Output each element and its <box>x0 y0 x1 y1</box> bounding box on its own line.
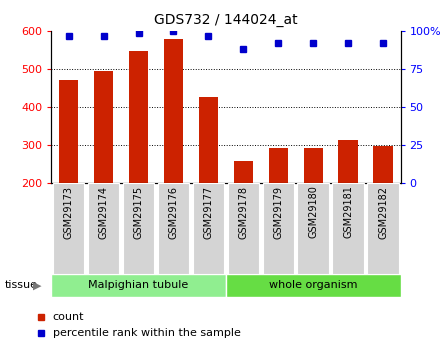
Bar <box>227 183 259 274</box>
Text: Malpighian tubule: Malpighian tubule <box>89 280 189 290</box>
Bar <box>193 183 224 274</box>
Bar <box>373 146 392 183</box>
Bar <box>234 161 253 183</box>
Bar <box>51 274 226 297</box>
Text: whole organism: whole organism <box>269 280 357 290</box>
Text: GSM29177: GSM29177 <box>203 186 213 239</box>
Text: GSM29178: GSM29178 <box>239 186 248 239</box>
Text: GSM29180: GSM29180 <box>308 186 318 238</box>
Bar <box>297 183 329 274</box>
Bar <box>59 80 78 183</box>
Bar <box>164 39 183 183</box>
Bar <box>269 148 288 183</box>
Bar <box>226 274 400 297</box>
Bar <box>158 183 189 274</box>
Bar <box>332 183 364 274</box>
Text: ▶: ▶ <box>32 280 41 290</box>
Text: count: count <box>53 313 84 322</box>
Text: GSM29173: GSM29173 <box>64 186 73 239</box>
Bar <box>263 183 294 274</box>
Bar <box>88 183 119 274</box>
Bar <box>129 51 148 183</box>
Bar <box>53 183 85 274</box>
Text: percentile rank within the sample: percentile rank within the sample <box>53 328 240 338</box>
Text: GSM29175: GSM29175 <box>134 186 143 239</box>
Text: tissue: tissue <box>4 280 37 290</box>
Bar <box>367 183 399 274</box>
Bar <box>123 183 154 274</box>
Bar <box>303 148 323 183</box>
Text: GSM29181: GSM29181 <box>343 186 353 238</box>
Text: GSM29179: GSM29179 <box>273 186 283 239</box>
Bar <box>94 71 113 183</box>
Text: GSM29182: GSM29182 <box>378 186 388 239</box>
Text: GSM29176: GSM29176 <box>169 186 178 239</box>
Bar <box>339 140 358 183</box>
Text: GSM29174: GSM29174 <box>99 186 109 239</box>
Title: GDS732 / 144024_at: GDS732 / 144024_at <box>154 13 298 27</box>
Bar <box>199 97 218 183</box>
